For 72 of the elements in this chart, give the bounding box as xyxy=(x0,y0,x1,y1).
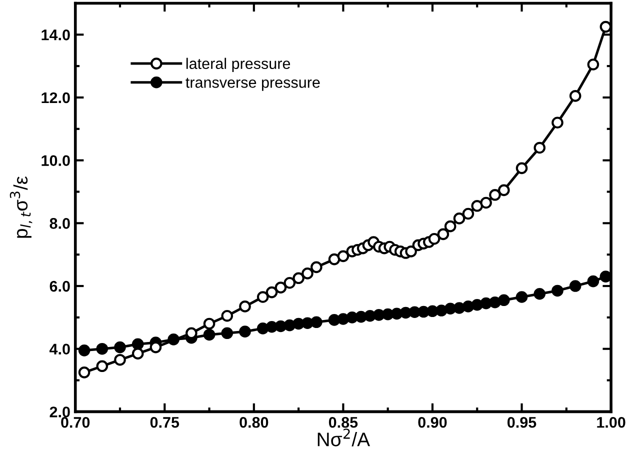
point xyxy=(292,272,304,284)
point xyxy=(256,322,269,334)
point xyxy=(453,302,466,314)
point xyxy=(437,228,450,240)
legend-label: transverse pressure xyxy=(186,78,320,91)
point xyxy=(302,268,314,280)
point xyxy=(480,196,492,209)
point xyxy=(239,326,251,338)
point xyxy=(132,338,144,350)
point xyxy=(221,310,234,322)
point xyxy=(310,261,322,274)
y-tick-label: 10.0 xyxy=(42,155,70,166)
point xyxy=(132,348,144,360)
point xyxy=(428,232,440,245)
point xyxy=(284,276,296,289)
point xyxy=(96,360,108,372)
point xyxy=(471,200,484,212)
point xyxy=(266,286,278,298)
point xyxy=(569,90,582,102)
point xyxy=(462,300,474,312)
point xyxy=(78,344,90,356)
point xyxy=(310,316,322,328)
x-tick-label: 0.75 xyxy=(150,416,180,428)
y-tick-label: 14.0 xyxy=(42,30,70,40)
point xyxy=(256,291,269,303)
point xyxy=(444,220,456,232)
point xyxy=(203,318,216,330)
y-tick-label: 6.0 xyxy=(50,280,70,292)
point xyxy=(337,313,350,325)
point xyxy=(498,184,510,196)
y-axis-title: p$_{l,t}$σ$^{3}$/ε xyxy=(10,176,32,238)
point xyxy=(203,328,216,341)
point xyxy=(221,327,234,340)
point xyxy=(462,208,474,220)
point xyxy=(405,246,417,258)
point xyxy=(516,291,528,303)
point xyxy=(78,366,90,378)
point xyxy=(498,294,510,306)
point xyxy=(328,253,340,266)
point xyxy=(600,20,612,33)
point xyxy=(489,296,501,308)
point xyxy=(534,288,546,300)
x-tick-label: 0.85 xyxy=(328,416,358,428)
x-tick-label: 1.00 xyxy=(597,416,626,428)
point xyxy=(552,116,564,129)
legend-label: lateral pressure xyxy=(186,58,290,72)
point xyxy=(239,300,251,312)
point xyxy=(114,341,126,354)
point xyxy=(453,212,466,224)
point xyxy=(600,270,612,282)
point xyxy=(552,284,564,297)
point xyxy=(587,58,600,70)
point xyxy=(534,142,546,154)
x-axis-title: Nσ$^{2}$/A xyxy=(318,428,370,446)
x-tick-label: 0.80 xyxy=(240,416,268,428)
x-tick-label: 0.95 xyxy=(508,416,536,428)
point xyxy=(328,314,340,326)
y-tick-label: 4.0 xyxy=(49,344,70,355)
point xyxy=(274,282,287,294)
x-tick-label: 0.70 xyxy=(61,416,90,428)
point xyxy=(436,304,448,316)
point xyxy=(489,188,501,201)
x-tick-label: 0.90 xyxy=(418,416,447,428)
point xyxy=(516,162,528,174)
point xyxy=(587,275,600,288)
y-tick-label: 2.0 xyxy=(50,406,70,418)
y-tick-label: 12.0 xyxy=(42,92,70,104)
point xyxy=(96,342,108,355)
point xyxy=(569,280,582,292)
point xyxy=(337,250,350,262)
point xyxy=(114,354,126,366)
y-tick-label: 8.0 xyxy=(50,218,70,229)
